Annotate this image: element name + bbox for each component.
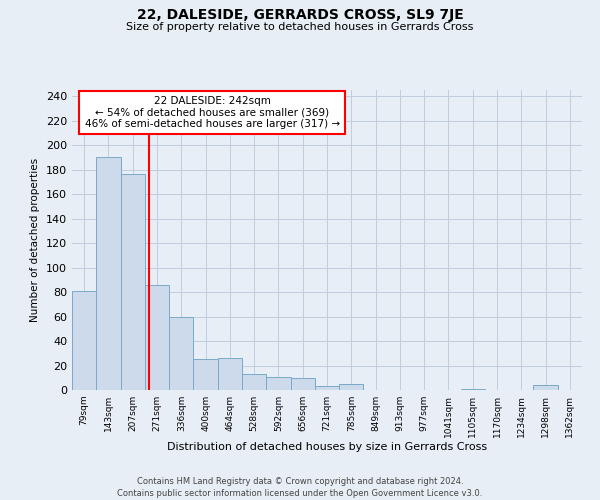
- Bar: [96, 158, 121, 390]
- Bar: [218, 358, 242, 390]
- Bar: [121, 174, 145, 390]
- Bar: [145, 284, 169, 390]
- Text: 22, DALESIDE, GERRARDS CROSS, SL9 7JE: 22, DALESIDE, GERRARDS CROSS, SL9 7JE: [137, 8, 463, 22]
- Bar: [533, 385, 558, 390]
- Text: 22 DALESIDE: 242sqm
← 54% of detached houses are smaller (369)
46% of semi-detac: 22 DALESIDE: 242sqm ← 54% of detached ho…: [85, 96, 340, 129]
- Bar: [461, 389, 485, 390]
- Y-axis label: Number of detached properties: Number of detached properties: [31, 158, 40, 322]
- Bar: [72, 291, 96, 390]
- Bar: [290, 378, 315, 390]
- Bar: [315, 386, 339, 390]
- Text: Contains HM Land Registry data © Crown copyright and database right 2024.: Contains HM Land Registry data © Crown c…: [137, 478, 463, 486]
- Bar: [339, 384, 364, 390]
- Text: Size of property relative to detached houses in Gerrards Cross: Size of property relative to detached ho…: [127, 22, 473, 32]
- Bar: [242, 374, 266, 390]
- Text: Contains public sector information licensed under the Open Government Licence v3: Contains public sector information licen…: [118, 489, 482, 498]
- Bar: [193, 360, 218, 390]
- Bar: [266, 376, 290, 390]
- Text: Distribution of detached houses by size in Gerrards Cross: Distribution of detached houses by size …: [167, 442, 487, 452]
- Bar: [169, 316, 193, 390]
